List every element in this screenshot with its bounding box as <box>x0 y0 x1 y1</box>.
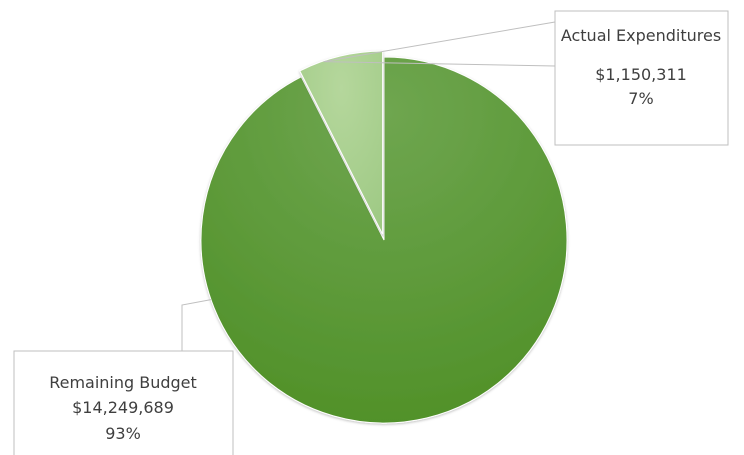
slice-label: Actual Expenditures <box>561 26 721 45</box>
slice-value-label: $14,249,689 <box>72 398 174 417</box>
slice-value-label: $1,150,311 <box>595 65 687 84</box>
pie-slices <box>200 50 568 424</box>
leader-lines <box>181 21 556 351</box>
leader-line-actual-expenditures-bottom <box>323 61 556 67</box>
callout-remaining-budget: Remaining Budget $14,249,689 93% <box>13 350 234 455</box>
callout-box <box>13 350 234 455</box>
slice-percent-label: 93% <box>105 424 141 443</box>
pie-slice-remaining-budget <box>200 56 568 424</box>
callout-actual-expenditures: Actual Expenditures $1,150,311 7% <box>554 10 729 146</box>
leader-line-remaining-budget <box>181 299 212 351</box>
slice-percent-label: 7% <box>628 89 653 108</box>
callout-box <box>554 10 729 146</box>
leader-line-actual-expenditures-top <box>323 21 556 63</box>
slice-label: Remaining Budget <box>49 373 197 392</box>
